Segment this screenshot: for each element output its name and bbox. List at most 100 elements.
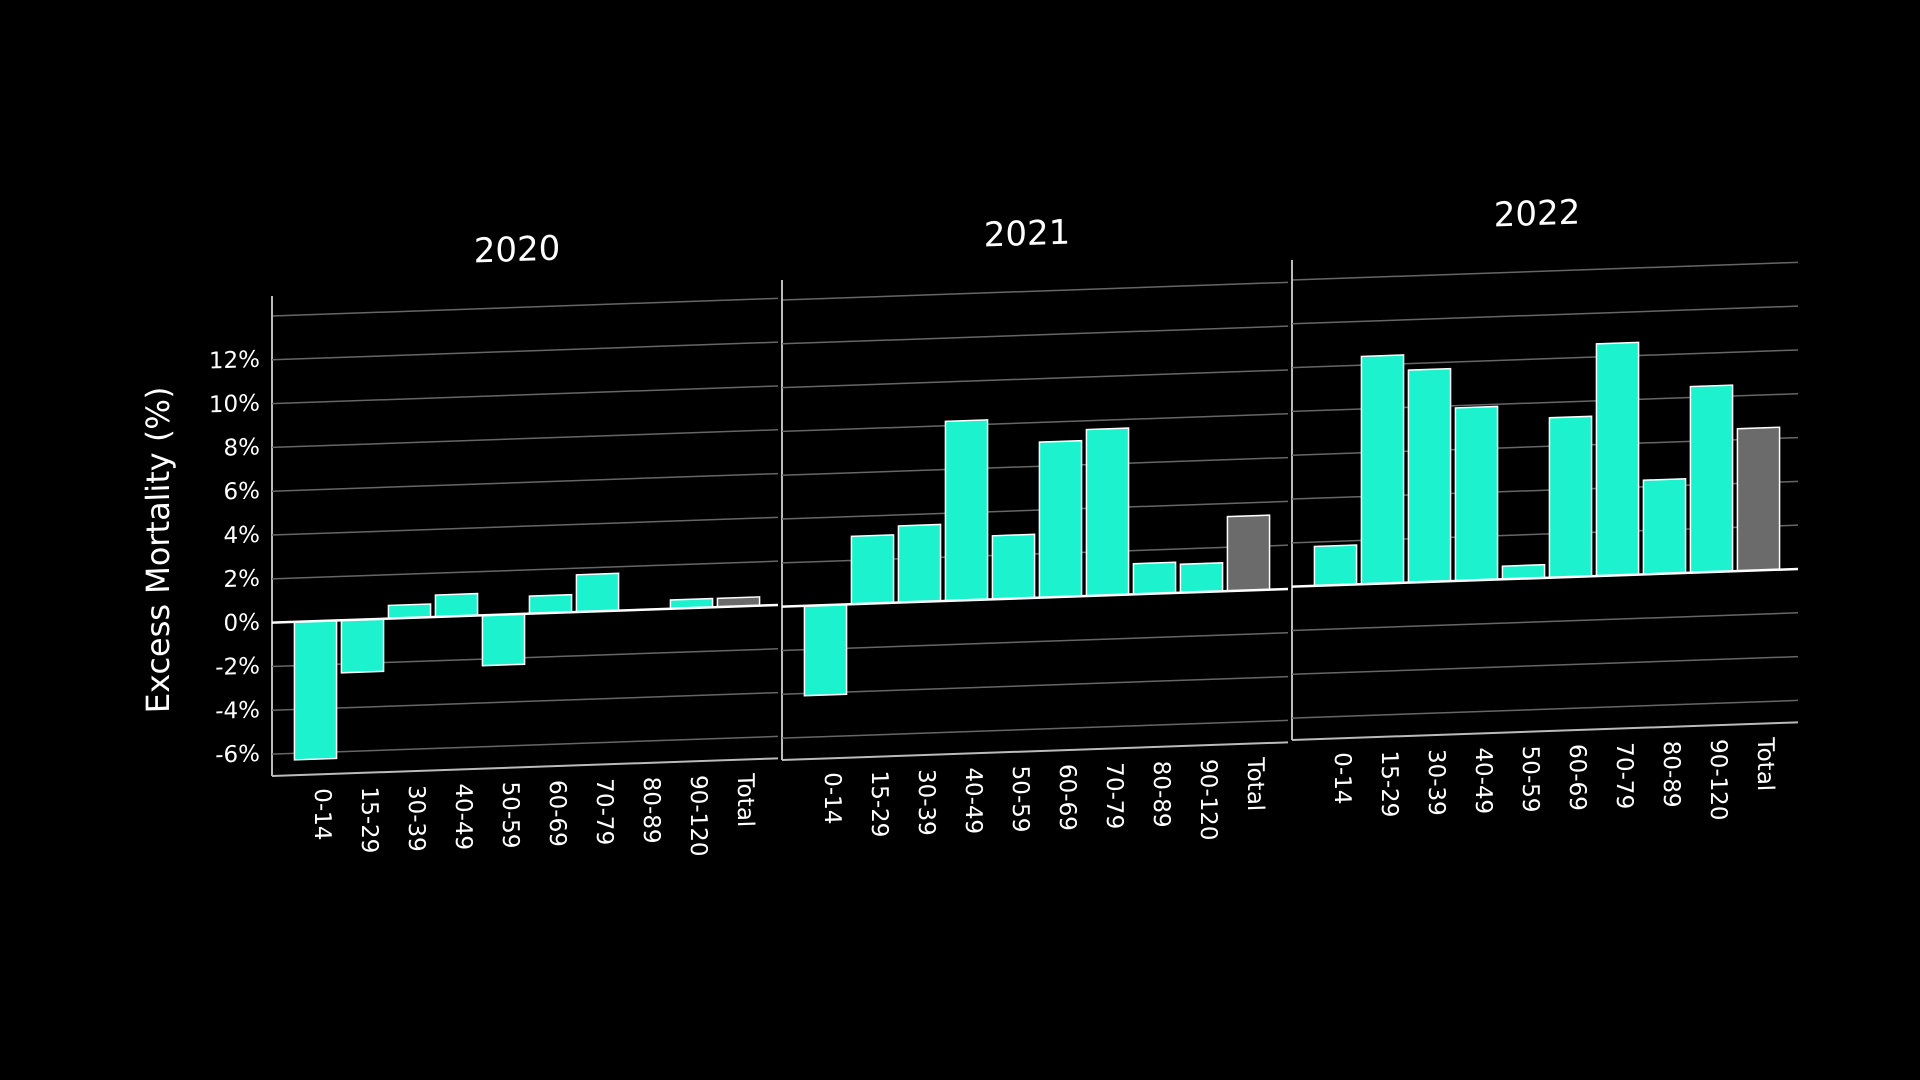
bar: [1313, 544, 1358, 587]
y-tick-label: -6%: [215, 741, 260, 769]
bar: [434, 592, 479, 618]
grid-line: [782, 325, 1288, 345]
x-tick-label: 70-79: [591, 778, 617, 846]
grid-line: [1292, 305, 1798, 325]
grid-line: [782, 500, 1288, 520]
x-tick-label: 90-120: [685, 775, 711, 857]
bar: [528, 593, 573, 615]
x-tick-label: 50-59: [1517, 745, 1543, 813]
bar: [1454, 405, 1499, 582]
grid-line: [782, 413, 1288, 433]
grid-line: [782, 675, 1288, 696]
bar: [481, 613, 526, 667]
panel: 2022 0-14 15-29 30-39 40-49 50-59 60-69 70-79 80…: [1291, 192, 1798, 821]
bar: [1179, 562, 1224, 594]
grid-line: [1292, 699, 1798, 719]
x-tick-label: 60-69: [544, 780, 570, 848]
x-tick-label: 50-59: [1007, 765, 1033, 833]
axis-line: [1292, 721, 1798, 741]
axis-line: [782, 281, 1288, 301]
bar: [803, 603, 848, 697]
y-tick-label: 12%: [209, 347, 260, 375]
x-tick-label: 80-89: [1148, 760, 1174, 828]
x-tick-label: 0-14: [819, 772, 845, 825]
zero-line: [272, 603, 778, 624]
bar: [1689, 384, 1734, 574]
panel-title: 2021: [984, 212, 1071, 255]
grid-line: [272, 472, 778, 492]
bar: [850, 534, 895, 606]
bar: [575, 572, 620, 613]
y-tick-label: -4%: [215, 697, 260, 725]
bar: [1736, 426, 1781, 572]
x-tick-label: 0-14: [309, 788, 335, 841]
bar: [1360, 354, 1405, 586]
y-tick-label: 2%: [224, 566, 260, 593]
x-tick-label: Total: [1242, 756, 1268, 812]
grid-line: [782, 632, 1288, 652]
panel: 2021 0-14 15-29 30-39 40-49 50-59 60-69 70-79 80…: [781, 212, 1288, 841]
grid-line: [272, 341, 778, 361]
grid-line: [272, 429, 778, 449]
x-tick-label: 0-14: [1329, 752, 1355, 805]
y-tick-label: -2%: [215, 653, 260, 681]
y-tick-label: 0%: [224, 610, 260, 637]
bar: [897, 523, 942, 604]
grid-line: [272, 735, 778, 755]
x-tick-label: 70-79: [1611, 742, 1637, 810]
grid-line: [1292, 612, 1798, 632]
x-tick-label: 40-49: [1470, 747, 1496, 815]
y-tick-label: 10%: [209, 391, 260, 419]
bar: [1226, 514, 1271, 592]
x-tick-label: Total: [732, 772, 758, 828]
x-tick-label: 90-120: [1195, 759, 1221, 841]
grid-line: [272, 516, 778, 536]
x-tick-label: 70-79: [1101, 762, 1127, 830]
bar: [1548, 415, 1593, 579]
x-tick-label: 50-59: [497, 781, 523, 849]
bar: [944, 419, 989, 602]
x-tick-label: Total: [1752, 736, 1778, 792]
x-tick-label: 40-49: [450, 783, 476, 851]
bar: [1085, 427, 1130, 597]
x-tick-label: 15-29: [866, 770, 892, 838]
bar: [1595, 341, 1640, 577]
grid-line: [782, 719, 1288, 739]
grid-line: [782, 456, 1288, 476]
x-tick-label: 40-49: [960, 767, 986, 835]
x-tick-label: 30-39: [913, 769, 939, 837]
bar: [1132, 561, 1177, 596]
panel: 2020 -6% -4% -2% 0% 2% 4% 6% 8% 10% 12% Excess Mort…: [139, 228, 778, 857]
axis-line: [272, 757, 778, 777]
panel-title: 2020: [474, 228, 561, 271]
x-tick-label: 30-39: [403, 785, 429, 853]
x-tick-label: 90-120: [1705, 739, 1731, 821]
x-tick-label: 80-89: [1658, 740, 1684, 808]
bar: [1038, 439, 1083, 599]
y-axis-label: Excess Mortality (%): [139, 386, 177, 714]
axis-line: [272, 297, 778, 317]
y-tick-label: 8%: [224, 434, 260, 461]
x-tick-label: 15-29: [356, 786, 382, 854]
bar: [1407, 367, 1452, 584]
bar: [340, 617, 385, 674]
grid-line: [782, 369, 1288, 389]
x-tick-label: 15-29: [1376, 750, 1402, 818]
grid-line: [1292, 655, 1798, 676]
x-tick-label: 80-89: [638, 776, 664, 844]
grid-line: [272, 691, 778, 712]
x-tick-label: 60-69: [1564, 744, 1590, 812]
bar: [991, 533, 1036, 601]
grid-line: [272, 560, 778, 580]
panel-title: 2022: [1494, 192, 1581, 235]
grid-line: [272, 385, 778, 405]
zero-line: [1292, 567, 1798, 588]
y-tick-label: 4%: [224, 522, 260, 549]
bar: [1642, 477, 1687, 576]
x-tick-label: 30-39: [1423, 749, 1449, 817]
bar: [293, 619, 338, 761]
x-tick-label: 60-69: [1054, 764, 1080, 832]
axis-line: [782, 741, 1288, 761]
axis-line: [1292, 261, 1798, 281]
